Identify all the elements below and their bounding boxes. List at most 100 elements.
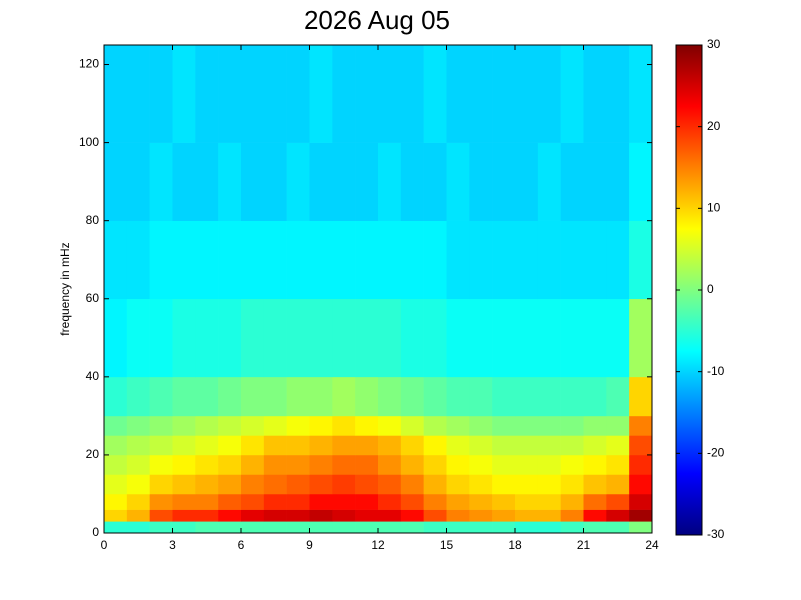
heatmap-cell: [583, 376, 607, 417]
heatmap-cell: [446, 220, 470, 300]
heatmap-cell: [149, 454, 173, 475]
heatmap-cell: [355, 454, 379, 475]
heatmap-cell: [492, 474, 516, 495]
heatmap-cell: [104, 45, 128, 143]
heatmap-cell: [104, 474, 128, 495]
heatmap-cell: [104, 521, 128, 534]
x-tick-label: 18: [508, 538, 522, 552]
heatmap-cell: [583, 454, 607, 475]
heatmap-cell: [400, 435, 424, 456]
heatmap-cell: [583, 415, 607, 436]
heatmap-cell: [241, 435, 265, 456]
chart-title: 2026 Aug 05: [304, 5, 450, 35]
heatmap-cell: [537, 220, 561, 300]
heatmap-cell: [423, 474, 447, 495]
heatmap-cell: [560, 521, 584, 534]
heatmap-cell: [583, 521, 607, 534]
heatmap-cell: [241, 415, 265, 436]
heatmap-cell: [104, 454, 128, 475]
heatmap-cell: [469, 45, 493, 143]
heatmap-cell: [469, 521, 493, 534]
colorbar-tick-label: -30: [707, 527, 725, 541]
heatmap-cell: [469, 454, 493, 475]
heatmap-cell: [332, 474, 356, 495]
heatmap-cell: [104, 493, 128, 510]
heatmap-cell: [149, 45, 173, 143]
heatmap-cell: [149, 220, 173, 300]
heatmap-cell: [286, 509, 310, 522]
heatmap-cell: [537, 435, 561, 456]
heatmap-cell: [629, 435, 653, 456]
y-tick-label: 20: [86, 447, 100, 461]
heatmap-cell: [195, 509, 219, 522]
heatmap-cell: [378, 298, 402, 378]
heatmap-cell: [195, 493, 219, 510]
heatmap-cell: [469, 298, 493, 378]
heatmap-cell: [537, 415, 561, 436]
heatmap-cell: [286, 220, 310, 300]
heatmap-cell: [469, 493, 493, 510]
heatmap-cell: [469, 509, 493, 522]
heatmap-cell: [560, 376, 584, 417]
heatmap-cell: [355, 45, 379, 143]
heatmap-cell: [126, 220, 150, 300]
heatmap-cell: [195, 454, 219, 475]
heatmap-cell: [332, 521, 356, 534]
y-tick-label: 100: [79, 135, 99, 149]
heatmap-cell: [172, 474, 196, 495]
heatmap-cell: [286, 415, 310, 436]
heatmap-cell: [126, 142, 150, 221]
heatmap-cell: [172, 415, 196, 436]
heatmap-cell: [492, 521, 516, 534]
heatmap-cell: [355, 509, 379, 522]
heatmap-cell: [126, 376, 150, 417]
heatmap-cell: [629, 493, 653, 510]
heatmap-cell: [263, 435, 287, 456]
heatmap-cell: [309, 474, 333, 495]
heatmap-cell: [355, 298, 379, 378]
heatmap-cell: [309, 493, 333, 510]
heatmap-cell: [400, 415, 424, 436]
colorbar-tick-label: -20: [707, 446, 725, 460]
heatmap-cell: [560, 142, 584, 221]
heatmap-cell: [378, 415, 402, 436]
heatmap-cell: [263, 45, 287, 143]
heatmap-cell: [218, 435, 242, 456]
heatmap-cell: [560, 474, 584, 495]
colorbar-tick-label: -10: [707, 364, 725, 378]
heatmap-cell: [332, 298, 356, 378]
heatmap-cell: [400, 376, 424, 417]
heatmap-cell: [332, 454, 356, 475]
heatmap-cell: [195, 45, 219, 143]
heatmap-cell: [241, 521, 265, 534]
heatmap-cell: [332, 415, 356, 436]
heatmap-cell: [332, 509, 356, 522]
heatmap-cell: [172, 509, 196, 522]
heatmap-cell: [515, 376, 539, 417]
heatmap-cell: [446, 493, 470, 510]
heatmap-cell: [560, 454, 584, 475]
heatmap-cell: [515, 45, 539, 143]
x-tick-label: 12: [371, 538, 385, 552]
heatmap-cell: [126, 45, 150, 143]
y-tick-label: 40: [86, 369, 100, 383]
heatmap-cell: [469, 415, 493, 436]
heatmap-cell: [195, 142, 219, 221]
heatmap-cell: [241, 509, 265, 522]
heatmap-cell: [606, 220, 630, 300]
heatmap-cell: [149, 142, 173, 221]
heatmap-cell: [446, 521, 470, 534]
heatmap-cell: [423, 509, 447, 522]
heatmap-cell: [378, 474, 402, 495]
heatmap-cell: [606, 45, 630, 143]
heatmap-cell: [332, 220, 356, 300]
heatmap-cell: [400, 45, 424, 143]
heatmap-cell: [309, 220, 333, 300]
heatmap-cell: [606, 376, 630, 417]
heatmap-cell: [218, 454, 242, 475]
heatmap-cell: [241, 298, 265, 378]
heatmap-cell: [104, 435, 128, 456]
heatmap-cell: [263, 298, 287, 378]
heatmap-cell: [515, 509, 539, 522]
heatmap-cell: [400, 474, 424, 495]
